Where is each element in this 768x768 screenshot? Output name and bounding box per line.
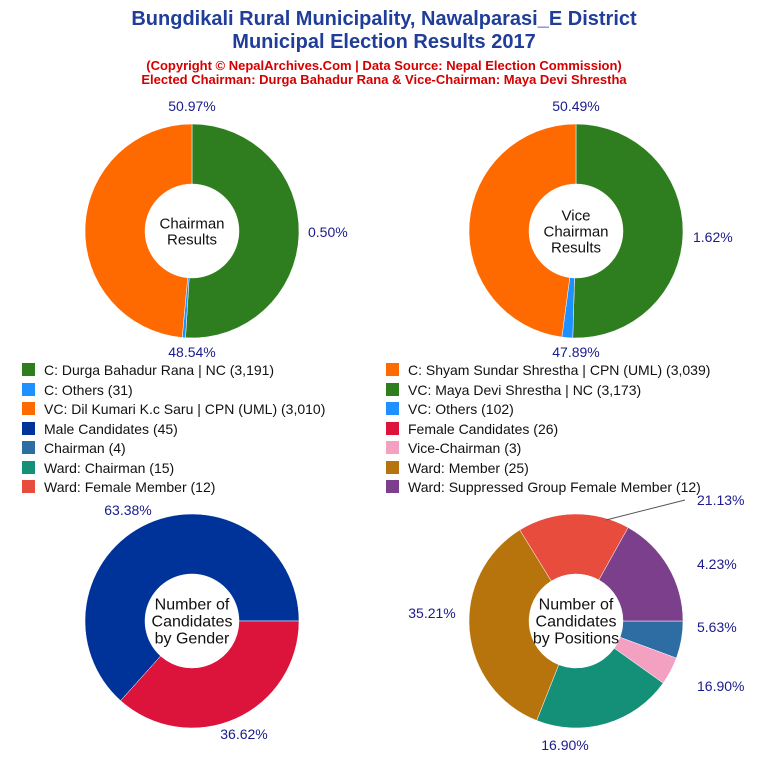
legend-item: VC: Dil Kumari K.c Saru | CPN (UML) (3,0… [22, 401, 325, 420]
legend-label: C: Shyam Sundar Shrestha | CPN (UML) (3,… [408, 362, 711, 378]
legend-label: Chairman (4) [44, 440, 126, 456]
percent-label-2-3: 47.89% [552, 344, 599, 360]
legend-swatch [22, 363, 35, 376]
percent-label-3-2: 36.62% [220, 726, 267, 742]
legend-item: C: Others (31) [22, 382, 133, 401]
center-label-2-line-3: Results [551, 239, 601, 256]
chart-subtitle-line-1: (Copyright © NepalArchives.Com | Data So… [146, 58, 622, 73]
percent-label-4-1: 5.63% [697, 619, 737, 635]
percent-label-1-3: 48.54% [168, 344, 215, 360]
legend-item: VC: Maya Devi Shrestha | NC (3,173) [386, 382, 641, 401]
legend-label: C: Durga Bahadur Rana | NC (3,191) [44, 362, 275, 378]
legend-swatch [22, 382, 35, 396]
legend-label: VC: Maya Devi Shrestha | NC (3,173) [408, 381, 642, 398]
slice-2-3 [468, 123, 577, 338]
slice-3-1 [84, 513, 300, 702]
slice-1-3 [84, 123, 193, 338]
legend-swatch [386, 363, 399, 376]
center-label-1-line-2: Results [167, 231, 217, 248]
legend-item: C: Shyam Sundar Shrestha | CPN (UML) (3,… [386, 362, 710, 381]
legend-label: Vice-Chairman (3) [408, 440, 522, 456]
legend-swatch [386, 441, 399, 454]
legend-label: C: Others (31) [44, 381, 133, 398]
legend-label: Male Candidates (45) [44, 420, 178, 437]
center-label-3-line-2: Candidates [152, 614, 233, 631]
percent-label-4-2: 4.23% [697, 556, 737, 572]
slice-3-2 [120, 620, 300, 729]
chart-title-line-2: Municipal Election Results 2017 [232, 31, 536, 53]
percent-label-2-1: 50.49% [552, 98, 599, 114]
legend-item: VC: Others (102) [386, 401, 514, 420]
center-label-3-line-3: by Gender [155, 631, 230, 648]
percent-label-4-3: 21.13% [697, 492, 744, 508]
legend-swatch [386, 421, 399, 435]
chart-subtitle-line-2: Elected Chairman: Durga Bahadur Rana & V… [141, 72, 627, 87]
center-label-4-line-3: by Positions [533, 631, 619, 648]
slice-4-3 [536, 647, 664, 729]
center-label-2-line-2: Chairman [543, 223, 608, 240]
percent-label-3-1: 63.38% [104, 502, 151, 518]
percent-label-4-4: 35.21% [408, 605, 455, 621]
legend-item: Chairman (4) [22, 440, 126, 459]
legend-label: Female Candidates (26) [408, 420, 559, 437]
legend-swatch [22, 441, 35, 454]
legend-label: VC: Others (102) [408, 401, 514, 417]
legend-swatch [22, 480, 35, 493]
slice-4-5 [519, 513, 629, 582]
legend-label: Ward: Female Member (12) [44, 479, 216, 495]
legend-swatch [22, 402, 35, 415]
chart-title-line-1: Bungdikali Rural Municipality, Nawalpara… [131, 8, 637, 30]
center-label-1-line-1: Chairman [159, 215, 224, 232]
percent-label-1-2: 0.50% [308, 224, 348, 240]
slice-2-1 [572, 123, 684, 339]
legend-item: Ward: Suppressed Group Female Member (12… [386, 479, 701, 498]
legend-item: Ward: Chairman (15) [22, 460, 174, 479]
legend-label: VC: Dil Kumari K.c Saru | CPN (UML) (3,0… [44, 401, 326, 417]
slice-4-4 [468, 529, 560, 721]
center-label-2-line-1: Vice [562, 207, 591, 224]
legend-item: Female Candidates (26) [386, 421, 558, 440]
legend-swatch [386, 460, 399, 474]
legend-item: Male Candidates (45) [22, 421, 178, 440]
legend-label: Ward: Member (25) [408, 459, 529, 476]
center-label-4-line-2: Candidates [536, 614, 617, 631]
legend-item: Vice-Chairman (3) [386, 440, 521, 459]
slice-4-6 [598, 527, 684, 622]
legend-label: Ward: Chairman (15) [44, 459, 175, 476]
legend-swatch [386, 402, 399, 415]
donut-chart-4: 5.63% 4.23% 21.13% 35.21% 16.90% 16.90% Number… [408, 492, 744, 753]
leader-line-4-3 [605, 499, 686, 521]
legend-label: Ward: Suppressed Group Female Member (12… [408, 479, 701, 495]
legend-item: Ward: Member (25) [386, 460, 529, 479]
legend-item: Ward: Female Member (12) [22, 479, 215, 498]
percent-label-4-5: 16.90% [541, 737, 588, 753]
center-label-3-line-1: Number of [155, 597, 230, 614]
legend-swatch [22, 421, 35, 435]
slice-1-1 [185, 123, 300, 339]
percent-label-1-1: 50.97% [168, 98, 215, 114]
legend-swatch [22, 460, 35, 474]
percent-label-2-2: 1.62% [693, 229, 733, 245]
legend-item: C: Durga Bahadur Rana | NC (3,191) [22, 362, 274, 381]
legend-swatch [386, 480, 399, 493]
center-label-4-line-1: Number of [539, 597, 614, 614]
legend-swatch [386, 382, 399, 396]
percent-label-4-6: 16.90% [697, 678, 744, 694]
